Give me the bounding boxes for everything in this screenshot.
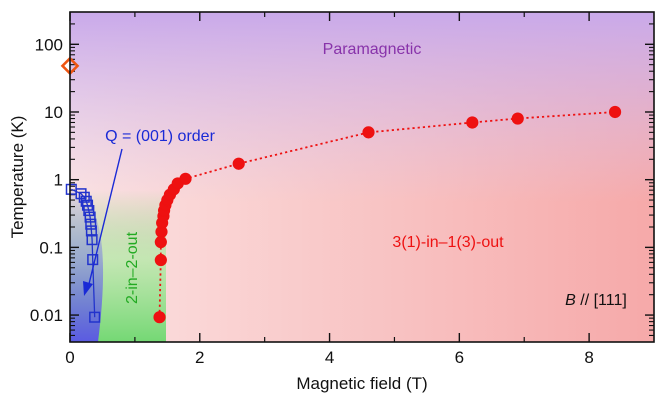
red-data-point xyxy=(154,235,167,249)
blue-data-point xyxy=(84,211,96,223)
q-order-label: Q = (001) order xyxy=(105,128,216,145)
red-data-point xyxy=(466,116,479,129)
data-series xyxy=(60,56,622,324)
y-tick-label: 100 xyxy=(35,35,63,54)
blue-data-point xyxy=(85,218,97,230)
q-order-arrow-line xyxy=(87,148,123,289)
blue-data-point xyxy=(85,225,97,237)
red-data-point xyxy=(232,157,245,170)
red-data-point xyxy=(511,112,524,125)
blue-data-point xyxy=(87,254,99,266)
paramagnetic-region xyxy=(70,12,654,202)
y-tick-label: 1 xyxy=(54,171,63,190)
x-tick-label: 0 xyxy=(65,348,74,367)
y-tick-label: 10 xyxy=(44,103,63,122)
field-symbol: B xyxy=(565,292,576,309)
y-tick-label: 0.01 xyxy=(30,306,63,325)
field-direction: // [111] xyxy=(576,292,627,309)
x-tick-label: 2 xyxy=(195,348,204,367)
red-data-point xyxy=(362,126,375,139)
tick-labels: 0 2 4 6 8 0.01 0.1 1 10 100 xyxy=(30,35,594,367)
blue-data-point xyxy=(89,311,101,323)
red-data-point xyxy=(608,105,622,119)
red-data-point xyxy=(154,253,167,267)
paramagnetic-label: Paramagnetic xyxy=(323,41,422,58)
three-one-label: 3(1)-in–1(3)-out xyxy=(392,234,504,251)
blue-data-point xyxy=(83,204,95,217)
x-tick-label: 8 xyxy=(584,348,593,367)
x-axis-title: Magnetic field (T) xyxy=(296,374,427,393)
y-tick-label: 0.1 xyxy=(39,238,63,257)
q-order-arrow-head xyxy=(83,281,93,296)
two-in-two-out-label: 2-in–2-out xyxy=(124,231,141,304)
red-data-point xyxy=(153,311,166,324)
red-data-point xyxy=(179,172,192,185)
x-tick-label: 6 xyxy=(455,348,464,367)
plot-frame xyxy=(69,11,655,343)
field-direction-label: B // [111] xyxy=(565,292,627,309)
y-axis-title: Temperature (K) xyxy=(8,116,27,239)
blue-data-point xyxy=(86,234,98,246)
blue-data-point xyxy=(78,191,90,203)
phase-regions xyxy=(70,12,654,342)
x-tick-label: 4 xyxy=(325,348,334,367)
